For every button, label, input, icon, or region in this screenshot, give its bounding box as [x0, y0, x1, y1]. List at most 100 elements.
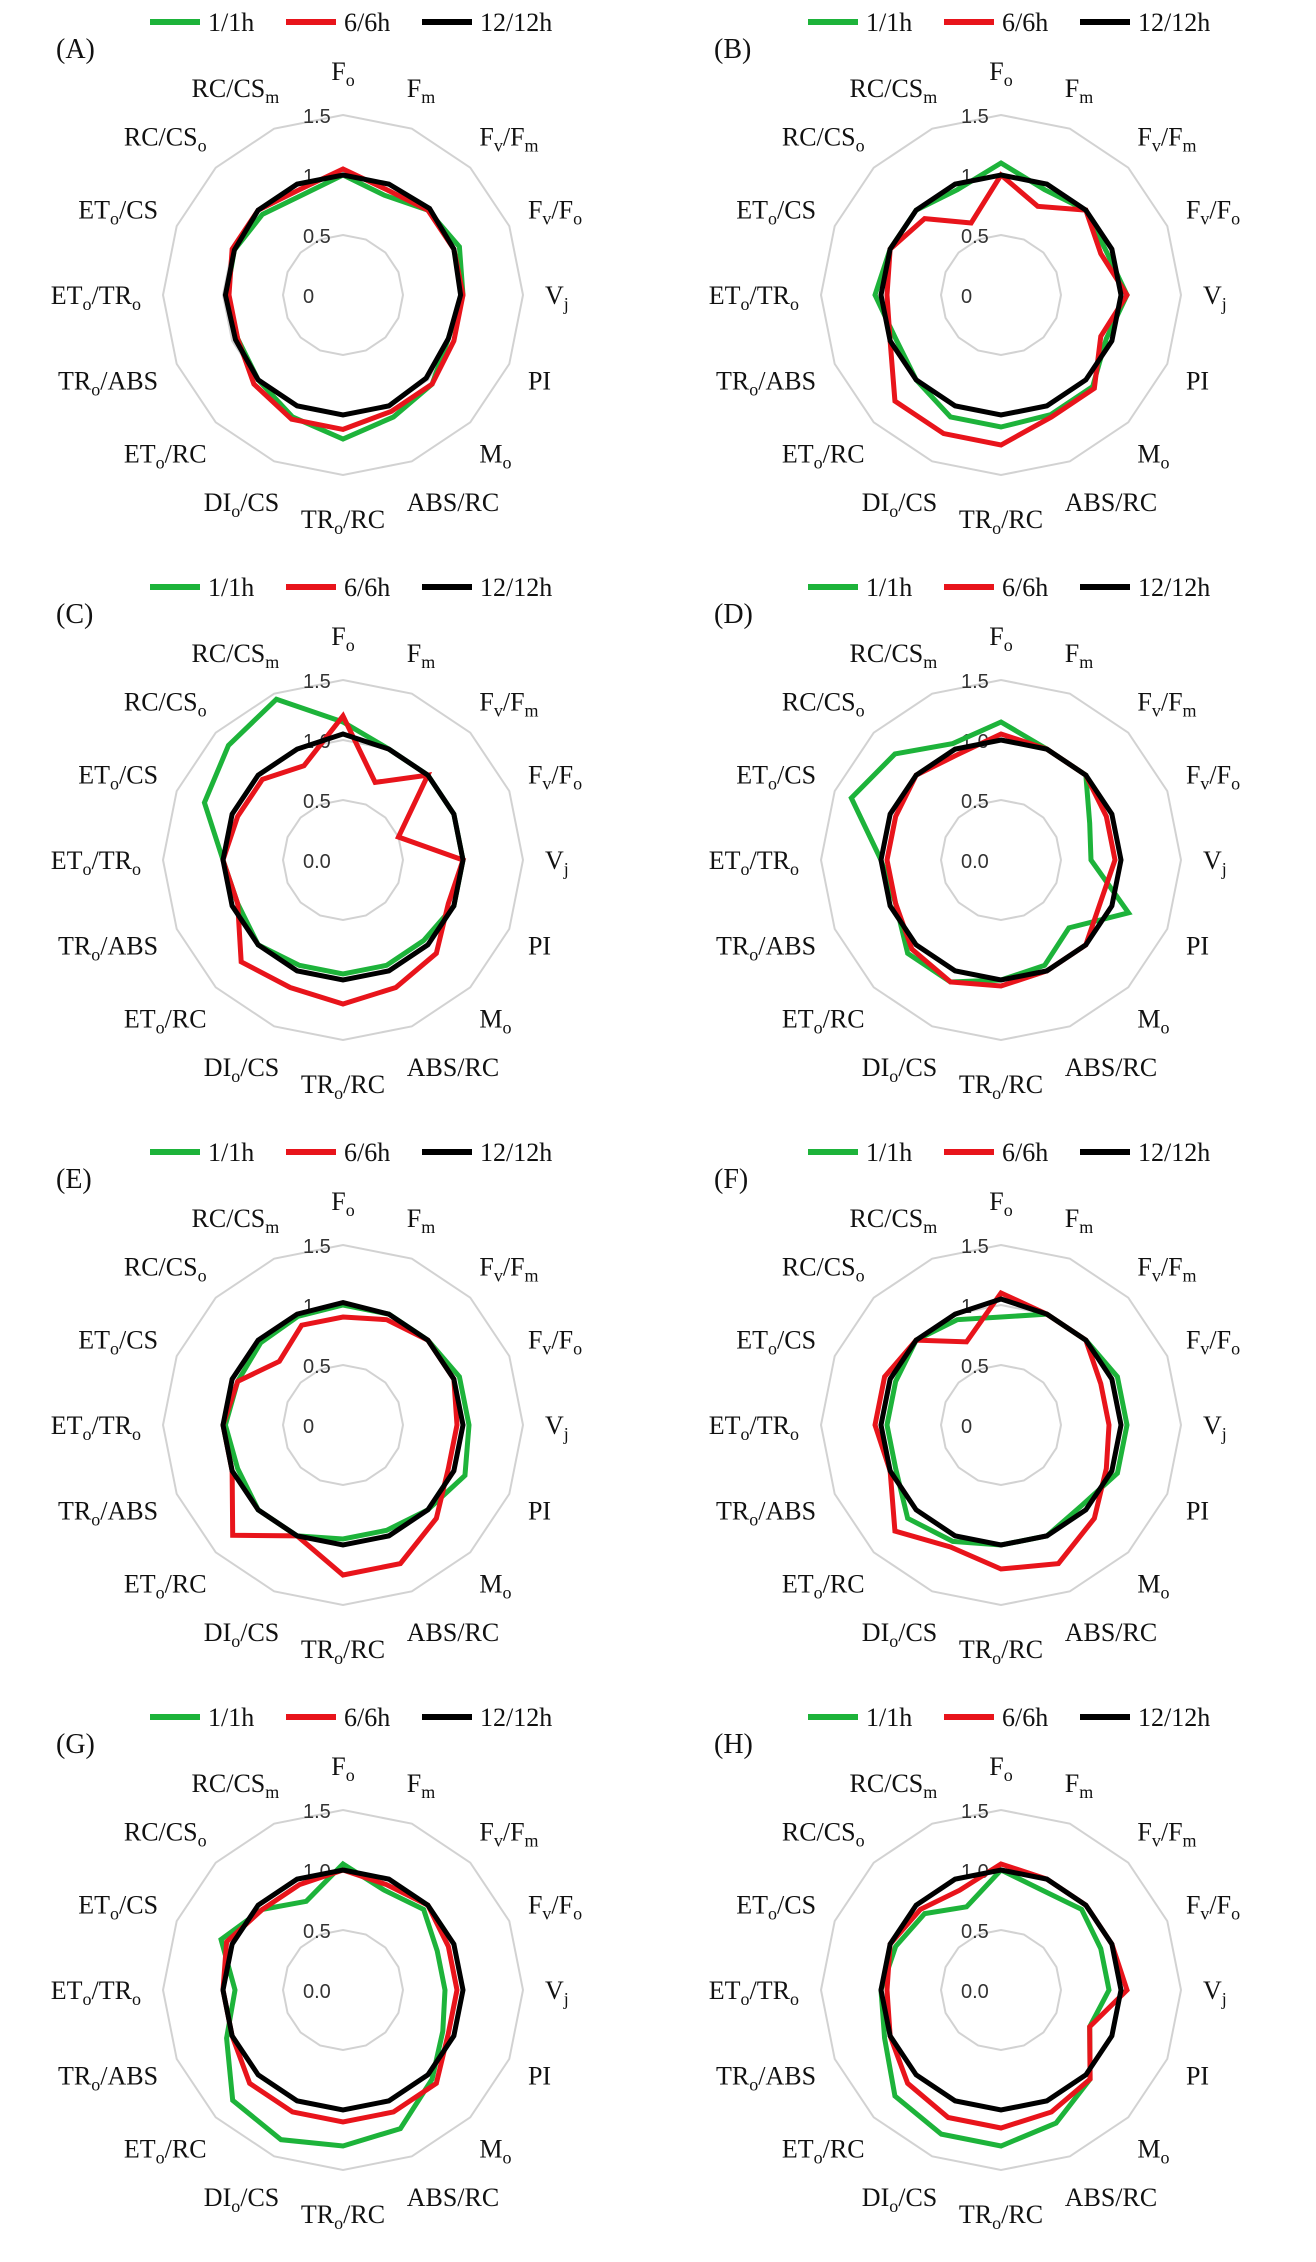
category-label: ETo​/CS — [78, 195, 158, 228]
category-label: Fm​ — [1065, 1204, 1093, 1237]
radial-tick-label: 1.5 — [961, 671, 989, 693]
category-label: ETo​/RC — [782, 1569, 865, 1602]
category-label: ETo​/CS — [78, 1325, 158, 1358]
panel-letter: (E) — [56, 1164, 92, 1195]
series-line-12-12h — [878, 737, 1124, 983]
category-label: Mo​ — [1137, 1004, 1169, 1037]
radar-chart-svg: 0.00.51.01.5Fo​Fm​Fv​/Fm​Fv​/Fo​Vj​PIMo​… — [709, 1703, 1240, 2233]
category-label: ABS/RC — [1065, 1618, 1158, 1647]
category-label: Fv​/Fo​ — [1186, 1890, 1240, 1923]
radar-gridline — [161, 1243, 525, 1607]
series-line-1-1h — [872, 160, 1130, 430]
category-label: RC/CSm​ — [192, 1769, 280, 1802]
radial-tick-label: 0.5 — [303, 1356, 331, 1378]
category-label: PI — [528, 932, 551, 961]
category-label: Fo​ — [331, 1752, 354, 1785]
legend-label: 6/6h — [1002, 1138, 1048, 1167]
category-label: ETo​/CS — [78, 760, 158, 793]
category-label: TRo​/RC — [959, 2200, 1043, 2233]
series-line-1-1h — [222, 1302, 472, 1542]
category-label: Fv​/Fm​ — [479, 1253, 538, 1286]
category-label: Fv​/Fm​ — [1137, 688, 1196, 721]
radial-tick-label: 0.5 — [961, 1921, 989, 1943]
radar-panel: 0.00.51.01.5Fo​Fm​Fv​/Fm​Fv​/Fo​Vj​PIMo​… — [0, 565, 658, 1130]
category-label: TRo​/RC — [959, 505, 1043, 538]
category-label: ABS/RC — [407, 2183, 500, 2212]
category-label: PI — [528, 2062, 551, 2091]
legend-label: 12/12h — [480, 1138, 552, 1167]
category-label: Fm​ — [1065, 74, 1093, 107]
legend-label: 1/1h — [208, 573, 254, 602]
category-label: Fo​ — [989, 622, 1012, 655]
category-label: TRo​/ABS — [716, 2062, 816, 2095]
category-label: TRo​/RC — [301, 1635, 385, 1668]
category-label: Vj​ — [1203, 1411, 1227, 1444]
category-label: ABS/RC — [1065, 1053, 1158, 1082]
category-label: TRo​/ABS — [58, 367, 158, 400]
series-line-6-6h — [884, 171, 1130, 448]
legend-label: 1/1h — [208, 8, 254, 37]
legend-label: 1/1h — [208, 1138, 254, 1167]
legend-label: 6/6h — [1002, 8, 1048, 37]
category-label: Vj​ — [545, 281, 569, 314]
radar-panel: 0.00.51.01.5Fo​Fm​Fv​/Fm​Fv​/Fo​Vj​PIMo​… — [658, 1695, 1316, 2260]
category-label: ETo​/CS — [78, 1890, 158, 1923]
category-label: Fv​/Fo​ — [528, 760, 582, 793]
radar-panel: 0 0.5 1 1.5Fo​ Fm​ Fv​/Fm​ Fv​/Fo​ Vj​ PI Mo​ ABS/… — [0, 1130, 658, 1695]
radial-tick-label: 0.0 — [961, 851, 989, 873]
radar-chart-svg: 0 0.5 1 1.5Fo​ Fm​ Fv​/Fm​ Fv​/Fo​ Vj​ PI Mo​ ABS/… — [51, 1138, 582, 1668]
series-line-12-12h — [878, 1867, 1124, 2113]
category-label: ETo​/TRo​ — [51, 281, 141, 314]
series-line-12-12h — [220, 1300, 466, 1548]
category-label: DIo​/CS — [204, 2183, 279, 2216]
radial-tick-label: 1 — [961, 1296, 972, 1318]
series-line-12-12h — [878, 172, 1124, 418]
series-line-12-12h — [220, 1867, 466, 2113]
category-label: Vj​ — [1203, 1976, 1227, 2009]
category-label: Vj​ — [545, 846, 569, 879]
category-label: Fv​/Fo​ — [528, 1890, 582, 1923]
radar-gridline — [281, 798, 405, 922]
radial-tick-label: 0.0 — [303, 1981, 331, 2003]
category-label: ETo​/RC — [124, 1569, 207, 1602]
radial-tick-label: 0.5 — [961, 1356, 989, 1378]
legend-label: 12/12h — [1138, 1138, 1210, 1167]
category-label: ETo​/TRo​ — [709, 1411, 799, 1444]
legend-label: 1/1h — [866, 573, 912, 602]
radar-panel: 0 0.5 1 1.5Fo​ Fm​ Fv​/Fm​ Fv​/Fo​ Vj​ PI Mo​ ABS/… — [658, 1130, 1316, 1695]
category-label: TRo​/ABS — [716, 1497, 816, 1530]
radar-chart-svg: 0.00.51.01.5Fo​Fm​Fv​/Fm​Fv​/Fo​Vj​PIMo​… — [709, 573, 1240, 1103]
category-label: ETo​/CS — [736, 195, 816, 228]
category-label: TRo​/RC — [301, 505, 385, 538]
category-label: PI — [528, 1497, 551, 1526]
category-label: Fv​/Fm​ — [1137, 1818, 1196, 1851]
category-label: Vj​ — [545, 1411, 569, 1444]
category-label: RC/CSm​ — [850, 639, 938, 672]
panel-letter: (B) — [714, 34, 751, 65]
category-label: RC/CSm​ — [850, 1204, 938, 1237]
radial-tick-label: 1 — [961, 166, 972, 188]
category-label: Fo​ — [331, 1187, 354, 1220]
radar-panel: 0.00.51.01.5Fo​Fm​Fv​/Fm​Fv​/Fo​Vj​PIMo​… — [658, 565, 1316, 1130]
category-label: Fv​/Fo​ — [528, 1325, 582, 1358]
radar-chart-svg: 0.00.51.01.5Fo​Fm​Fv​/Fm​Fv​/Fo​Vj​PIMo​… — [51, 1703, 582, 2233]
category-label: Fo​ — [989, 1752, 1012, 1785]
radar-panel: 0.00.51.01.5Fo​Fm​Fv​/Fm​Fv​/Fo​Vj​PIMo​… — [0, 1695, 658, 2260]
category-label: ETo​/RC — [124, 1004, 207, 1037]
radial-tick-label: 0.5 — [303, 226, 331, 248]
category-label: RC/CSm​ — [850, 1769, 938, 1802]
legend-label: 12/12h — [480, 573, 552, 602]
category-label: TRo​/ABS — [58, 2062, 158, 2095]
radial-tick-label: 0 — [961, 1416, 972, 1438]
series-line-12-12h — [220, 731, 466, 983]
legend-label: 1/1h — [866, 1138, 912, 1167]
category-label: Fv​/Fm​ — [479, 1818, 538, 1851]
radial-tick-label: 1.5 — [961, 106, 989, 128]
radar-gridline — [939, 1928, 1063, 2052]
category-label: Mo​ — [479, 1569, 511, 1602]
radar-chart-svg: 0 0.5 1 1.5Fo​ Fm​ Fv​/Fm​ Fv​/Fo​ Vj​ PI Mo​ ABS/… — [51, 8, 582, 538]
category-label: RC/CSm​ — [192, 1204, 280, 1237]
legend-label: 12/12h — [480, 8, 552, 37]
legend-label: 6/6h — [344, 8, 390, 37]
